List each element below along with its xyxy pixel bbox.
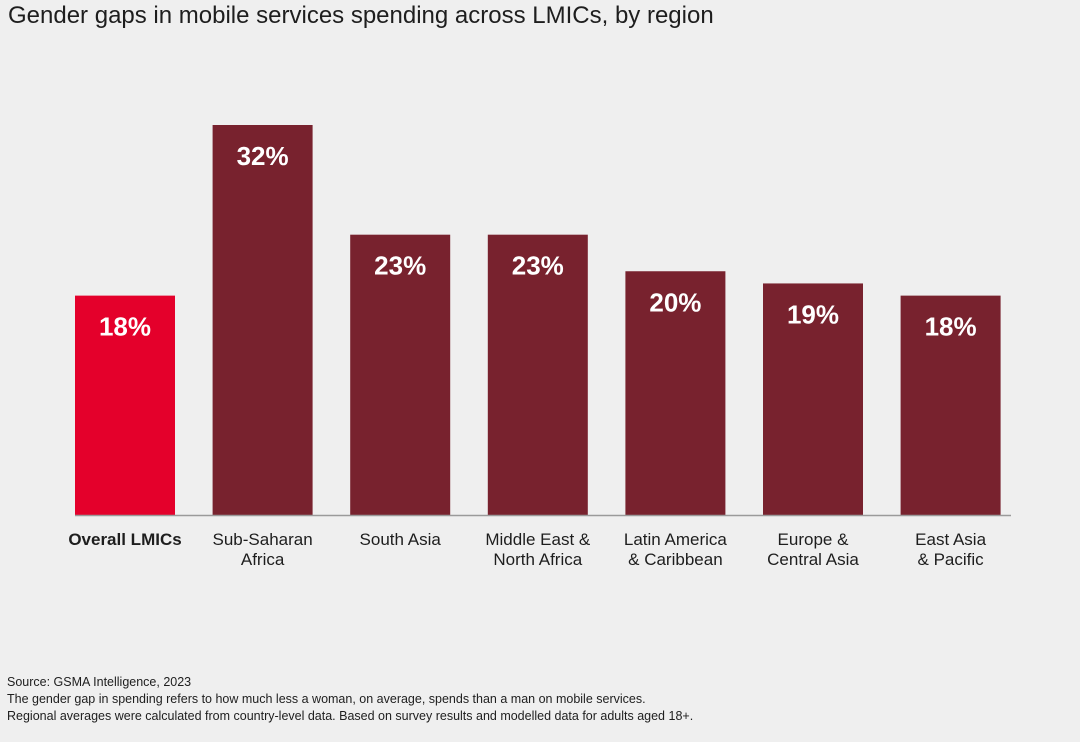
data-label-4: 20% <box>649 287 701 317</box>
chart-title: Gender gaps in mobile services spending … <box>8 2 714 29</box>
category-label-0: Overall LMICs <box>68 530 181 549</box>
bar-1 <box>212 125 313 515</box>
data-label-3: 23% <box>512 251 564 281</box>
data-label-5: 19% <box>787 299 839 329</box>
category-label-5: Europe & Central Asia <box>767 530 859 569</box>
bar-6 <box>900 295 1001 515</box>
bar-3 <box>487 234 588 515</box>
bar-0 <box>75 295 175 515</box>
category-label-3: Middle East & North Africa <box>485 530 591 569</box>
data-label-1: 32% <box>237 141 289 171</box>
data-label-0: 18% <box>99 312 151 342</box>
bar-2 <box>350 234 451 515</box>
bar-5 <box>763 283 863 515</box>
category-label-1: Sub-Saharan Africa <box>213 530 313 569</box>
category-label-6: East Asia & Pacific <box>915 530 986 569</box>
bar-4 <box>625 271 726 515</box>
category-label-2: South Asia <box>360 530 442 549</box>
data-label-2: 23% <box>374 251 426 281</box>
bar-chart: 18% Overall LMICs 32% Sub-Saharan Africa 23% S… <box>68 125 1011 569</box>
methodology-note: Regional averages were calculated from c… <box>7 709 694 723</box>
definition-note: The gender gap in spending refers to how… <box>7 692 646 706</box>
category-label-4: Latin America & Caribbean <box>624 530 728 569</box>
footer-notes: Source: GSMA Intelligence, 2023 The gend… <box>7 674 693 725</box>
source-note: Source: GSMA Intelligence, 2023 <box>7 675 192 689</box>
data-label-6: 18% <box>925 312 977 342</box>
